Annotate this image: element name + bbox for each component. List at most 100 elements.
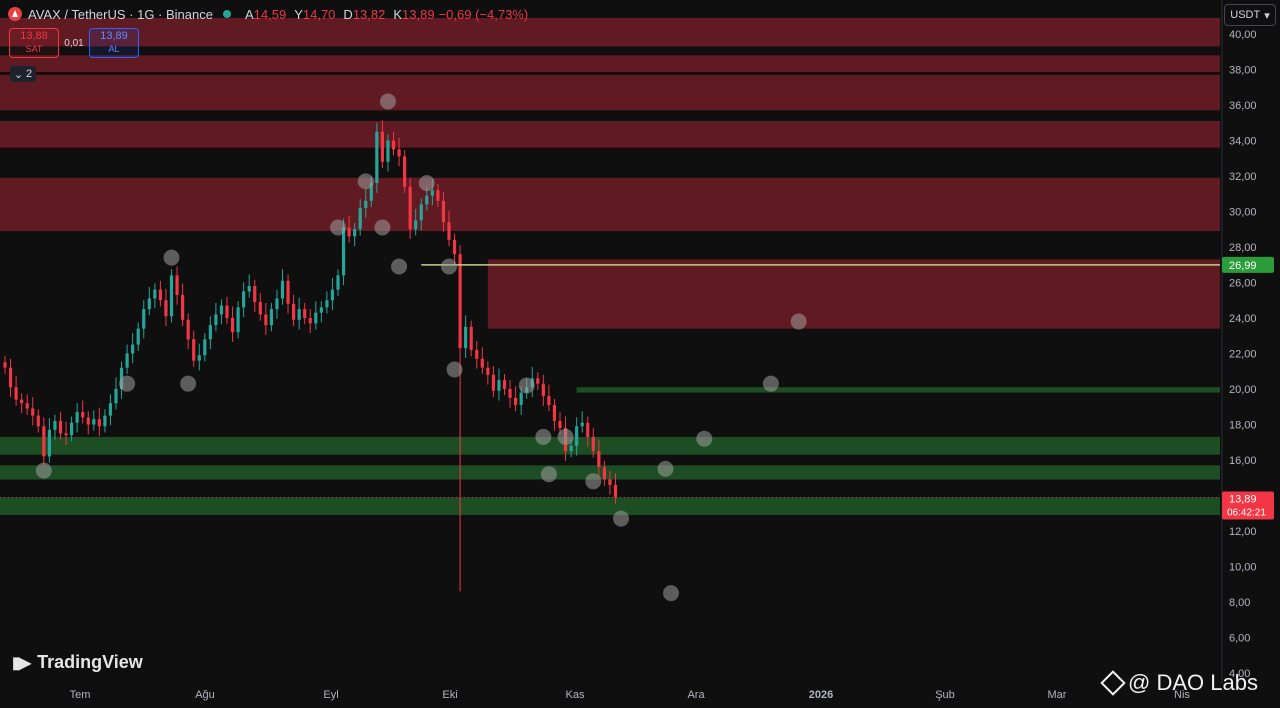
x-tick-label: Ara <box>687 689 705 701</box>
candle-body <box>297 309 301 320</box>
chevron-down-icon: ⌄ <box>13 68 24 81</box>
marker-price-label: 26,99 <box>1229 260 1257 272</box>
candle-body <box>47 429 51 457</box>
last-price-tag <box>1222 491 1274 520</box>
candle-body <box>75 412 79 423</box>
candle-body <box>236 307 240 333</box>
pivot-circle <box>330 219 346 236</box>
sell-price: 13,88 <box>20 30 48 42</box>
candle-body <box>86 417 90 425</box>
candle-body <box>458 254 462 349</box>
candle-body <box>608 479 612 485</box>
currency-select[interactable]: USDT ▾ <box>1224 4 1276 26</box>
high-key: Y <box>294 6 303 22</box>
y-tick-label: 4,00 <box>1229 668 1250 680</box>
candle-body <box>552 404 557 421</box>
y-tick-label: 22,00 <box>1229 349 1257 361</box>
candle-body <box>425 195 429 205</box>
candle-body <box>97 419 101 427</box>
close-key: K <box>393 6 403 22</box>
pivot-circle <box>391 258 408 275</box>
indicators-toggle[interactable]: ⌄ 2 <box>10 66 36 82</box>
candle-body <box>292 303 296 320</box>
candle-body <box>153 289 157 299</box>
candle-body <box>380 131 384 162</box>
symbol-title[interactable]: AVAX / TetherUS · 1G · Binance <box>28 6 213 22</box>
candle-body <box>192 339 196 361</box>
candle-body <box>391 140 396 150</box>
candle-body <box>364 200 368 208</box>
pivot-circle <box>540 466 557 483</box>
currency-label: USDT <box>1230 9 1261 21</box>
candle-body <box>20 399 24 404</box>
sell-button[interactable]: 13,88 SAT <box>9 28 59 58</box>
candle-body <box>497 380 501 391</box>
y-tick-label: 18,00 <box>1229 420 1257 432</box>
pivot-circle <box>446 361 463 378</box>
pivot-circle <box>119 375 136 392</box>
candle-body <box>8 367 13 388</box>
candle-body <box>541 383 545 397</box>
sell-label: SAT <box>25 44 43 54</box>
y-tick-label: 40,00 <box>1229 29 1257 41</box>
buy-button[interactable]: 13,89 AL <box>89 28 139 58</box>
support-zone <box>576 387 1220 393</box>
avax-logo-icon <box>8 7 22 21</box>
candle-body <box>103 415 107 427</box>
pivot-circle <box>35 462 52 479</box>
candle-body <box>181 294 185 320</box>
trade-panel: 13,88 SAT 0,01 13,89 AL <box>9 28 139 58</box>
candle-body <box>242 291 246 308</box>
pivot-circle <box>518 377 535 394</box>
candle-body <box>591 436 595 452</box>
pivot-circle <box>180 375 197 392</box>
candle-body <box>475 349 479 359</box>
countdown-label: 06:42:21 <box>1227 507 1266 518</box>
pivot-circle <box>657 460 674 477</box>
marker-price-tag <box>1222 256 1274 273</box>
candle-body <box>441 200 446 223</box>
resistance-zone <box>0 120 1220 148</box>
watermark-text: @ DAO Labs <box>1128 670 1258 695</box>
y-tick-label: 28,00 <box>1229 242 1257 254</box>
candle-body <box>436 190 440 201</box>
candle-body <box>430 190 434 196</box>
pivot-circle <box>663 585 679 602</box>
y-tick-label: 38,00 <box>1229 65 1257 77</box>
x-tick-label: Mar <box>1048 689 1067 701</box>
candle-body <box>197 355 201 361</box>
open-key: A <box>244 6 254 22</box>
candle-body <box>580 422 584 427</box>
candle-body <box>486 367 490 375</box>
candle-body <box>341 227 346 276</box>
last-price-label: 13,89 <box>1229 493 1257 505</box>
resistance-zone <box>487 259 1221 329</box>
low-key: D <box>343 6 353 22</box>
candle-body <box>325 300 329 308</box>
candle-body <box>613 484 618 498</box>
x-tick-label: Eyl <box>323 689 338 701</box>
candle-body <box>164 300 168 317</box>
candle-body <box>214 314 218 326</box>
candle-body <box>491 374 495 391</box>
y-tick-label: 36,00 <box>1229 100 1257 112</box>
candle-body <box>225 305 229 318</box>
candle-body <box>447 222 451 240</box>
x-tick-label: Ağu <box>195 689 215 701</box>
pivot-circle <box>790 313 807 330</box>
candle-body <box>397 149 401 157</box>
candle-body <box>514 397 518 405</box>
y-tick-label: 24,00 <box>1229 313 1257 325</box>
y-tick-label: 32,00 <box>1229 171 1257 183</box>
low-value: 13,82 <box>352 6 386 22</box>
candle-body <box>519 392 523 405</box>
candle-body <box>136 328 140 345</box>
candle-body <box>369 183 373 201</box>
y-tick-label: 10,00 <box>1229 562 1257 574</box>
candle-body <box>25 403 29 409</box>
candle-body <box>208 325 212 340</box>
candle-body <box>253 286 257 303</box>
tradingview-logo: ▮▶ TradingView <box>12 652 143 673</box>
